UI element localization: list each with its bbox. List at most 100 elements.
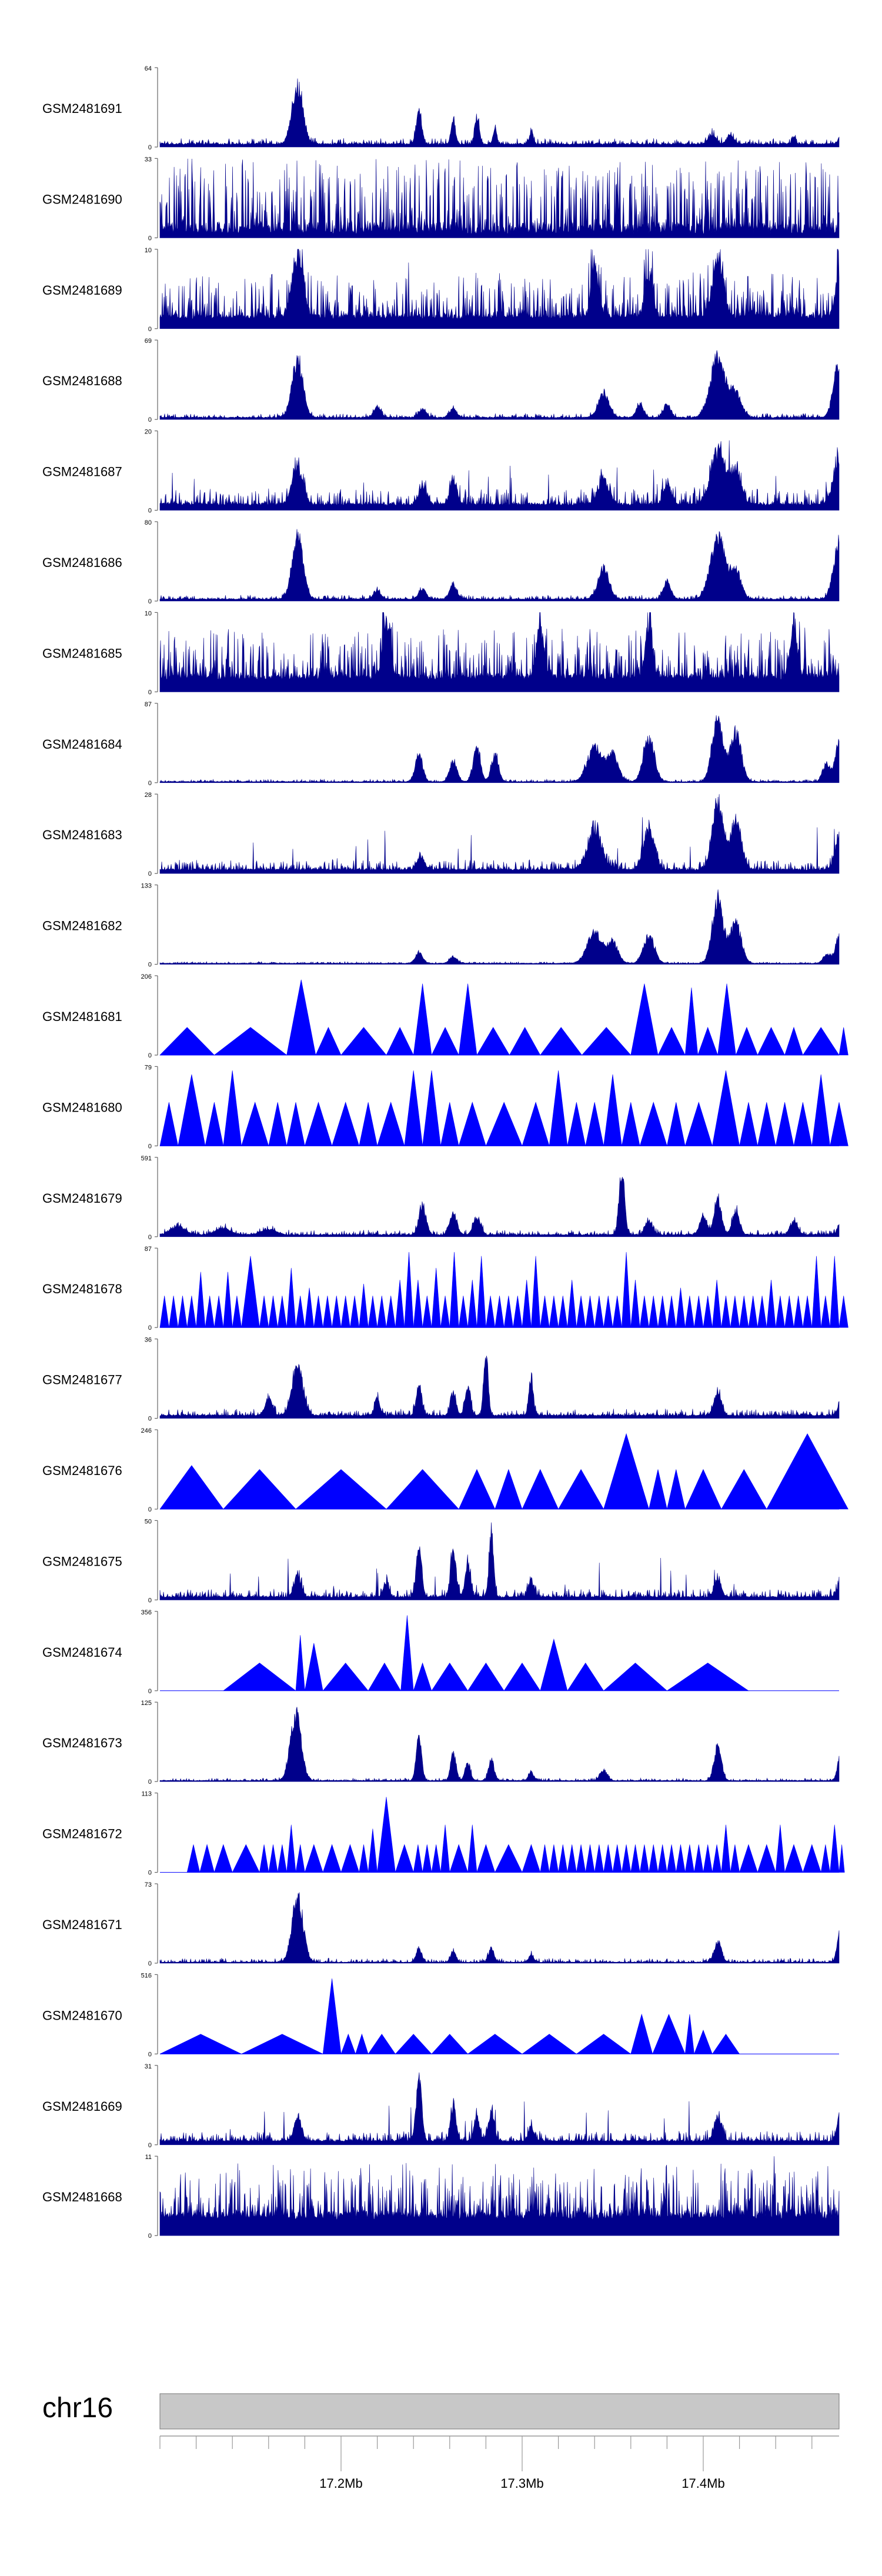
coverage-triangle xyxy=(440,1102,459,1146)
coverage-triangle xyxy=(622,1252,632,1328)
coverage-triangle xyxy=(721,1296,731,1328)
coverage-triangle xyxy=(811,1256,821,1328)
coverage-triangle xyxy=(332,1102,360,1146)
coverage-triangle xyxy=(558,1844,568,1873)
coverage-triangle xyxy=(355,2033,369,2054)
coverage-triangle xyxy=(169,1296,179,1328)
coverage-triangle xyxy=(739,1296,749,1328)
coverage-triangle xyxy=(558,1469,604,1510)
coverage-triangle xyxy=(458,983,477,1056)
track-GSM2481687: GSM2481687 20 0 xyxy=(42,429,840,515)
track-GSM2481683: GSM2481683 28 0 xyxy=(42,792,840,877)
coverage-triangle xyxy=(386,1296,396,1328)
coverage-triangle xyxy=(241,1102,269,1146)
coverage-triangle xyxy=(712,1844,722,1873)
coverage-triangle xyxy=(413,1280,423,1328)
coverage-triangle xyxy=(476,1027,510,1056)
coverage-triangle xyxy=(304,1844,323,1873)
track-label: GSM2481677 xyxy=(42,1373,122,1387)
coverage-triangle xyxy=(585,1844,595,1873)
track-GSM2481677: GSM2481677 36 0 xyxy=(42,1337,840,1423)
coverage-triangle xyxy=(386,1469,459,1510)
track-GSM2481669: GSM2481669 31 0 xyxy=(42,2063,840,2149)
y-axis-max-label: 246 xyxy=(141,1427,152,1434)
coverage-triangle xyxy=(359,1283,369,1328)
track-GSM2481691: GSM2481691 64 0 xyxy=(42,65,840,151)
coverage-triangle xyxy=(540,1844,550,1873)
chromosome-axis: chr16 17.2Mb 17.3Mb 17.4Mb xyxy=(42,2393,840,2491)
coverage-triangle xyxy=(684,1844,694,1873)
coverage-triangle xyxy=(649,1469,667,1510)
coverage-triangle xyxy=(422,1844,432,1873)
coverage-triangle xyxy=(838,1296,848,1328)
y-axis-min-label: 0 xyxy=(148,326,152,333)
track-label: GSM2481676 xyxy=(42,1463,122,1478)
coverage-triangle xyxy=(315,1027,342,1056)
track-label: GSM2481670 xyxy=(42,2008,122,2023)
coverage-triangle xyxy=(667,1844,677,1873)
coverage-triangle xyxy=(495,1844,523,1873)
coverage-triangle xyxy=(467,2034,523,2054)
y-axis-max-label: 10 xyxy=(145,610,152,617)
track-GSM2481689: GSM2481689 10 0 xyxy=(42,247,840,333)
coverage-triangle xyxy=(639,1844,649,1873)
y-axis-min-label: 0 xyxy=(148,1506,152,1513)
coverage-triangle xyxy=(649,1296,659,1328)
tracks-group: GSM2481691640GSM2481690330GSM2481689100G… xyxy=(42,65,848,2240)
coverage-triangle xyxy=(295,1296,305,1328)
coverage-triangle xyxy=(838,1844,845,1873)
coverage-triangle xyxy=(467,1280,477,1328)
track-label: GSM2481678 xyxy=(42,1282,122,1296)
coverage-triangle xyxy=(820,1844,830,1873)
coverage-triangle xyxy=(639,1296,649,1328)
coverage-triangle xyxy=(630,1844,640,1873)
coverage-triangle xyxy=(485,1102,523,1146)
coverage-triangle xyxy=(513,1296,523,1328)
coverage-triangle xyxy=(458,1469,496,1510)
coverage-area xyxy=(159,78,840,148)
coverage-triangle xyxy=(775,1824,785,1873)
y-axis-min-label: 0 xyxy=(148,870,152,877)
coverage-triangle xyxy=(495,1469,523,1510)
coverage-triangle xyxy=(295,1469,387,1510)
y-axis-max-label: 20 xyxy=(145,429,152,436)
track-label: GSM2481681 xyxy=(42,1009,122,1024)
coverage-triangle xyxy=(603,1663,668,1691)
coverage-triangle xyxy=(757,1027,786,1056)
track-label: GSM2481673 xyxy=(42,1736,122,1750)
track-label: GSM2481675 xyxy=(42,1554,122,1569)
y-axis-min-label: 0 xyxy=(148,1597,152,1604)
major-tick-label: 17.3Mb xyxy=(500,2476,543,2491)
track-GSM2481679: GSM2481679 591 0 xyxy=(42,1155,840,1241)
coverage-triangle xyxy=(585,1296,595,1328)
y-axis-max-label: 87 xyxy=(145,701,152,708)
y-axis-max-label: 113 xyxy=(141,1791,152,1798)
y-axis-max-label: 133 xyxy=(141,883,152,890)
coverage-triangle xyxy=(748,1296,758,1328)
track-GSM2481682: GSM2481682 133 0 xyxy=(42,883,840,969)
coverage-triangle xyxy=(657,1296,667,1328)
coverage-triangle xyxy=(486,1296,496,1328)
track-label: GSM2481685 xyxy=(42,646,122,660)
track-label: GSM2481687 xyxy=(42,465,122,479)
coverage-triangle xyxy=(159,1465,224,1510)
coverage-triangle xyxy=(368,1296,377,1328)
coverage-triangle xyxy=(159,2034,242,2054)
coverage-triangle xyxy=(522,1102,550,1146)
coverage-triangle xyxy=(395,2034,432,2054)
y-axis-min-label: 0 xyxy=(148,1778,152,1786)
coverage-triangle xyxy=(703,1844,713,1873)
track-label: GSM2481671 xyxy=(42,1917,122,1932)
coverage-triangle xyxy=(359,1102,377,1146)
coverage-triangle xyxy=(322,1844,342,1873)
coverage-area xyxy=(159,1522,840,1600)
coverage-triangle xyxy=(684,1102,713,1146)
track-GSM2481672: GSM2481672 113 0 xyxy=(42,1791,845,1877)
y-axis-min-label: 0 xyxy=(148,780,152,787)
coverage-area xyxy=(159,612,840,692)
coverage-triangle xyxy=(594,1296,604,1328)
coverage-triangle xyxy=(213,1027,288,1056)
coverage-triangle xyxy=(784,1296,794,1328)
coverage-triangle xyxy=(449,1844,469,1873)
coverage-triangle xyxy=(395,1280,405,1328)
